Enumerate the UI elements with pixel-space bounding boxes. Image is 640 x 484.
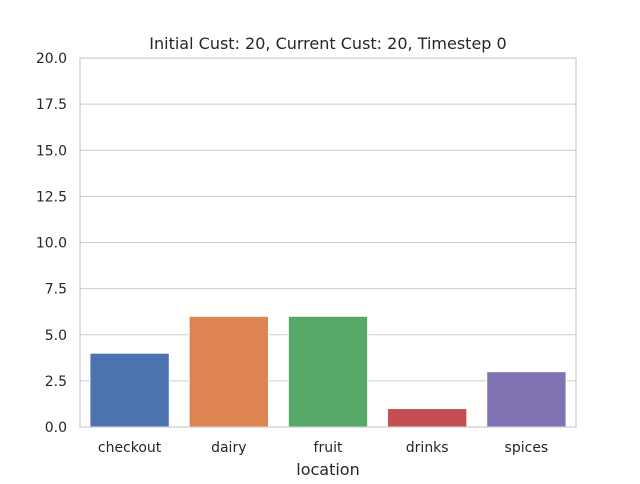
y-tick-label: 15.0: [36, 143, 67, 159]
x-tick-label: fruit: [314, 440, 343, 456]
bar-spices: [486, 371, 567, 428]
y-tick-label: 20.0: [36, 51, 67, 67]
x-tick-label: drinks: [406, 440, 449, 456]
x-axis-label: location: [296, 460, 359, 479]
x-tick-label: checkout: [98, 440, 162, 456]
y-tick-label: 7.5: [45, 282, 67, 298]
bar-fruit: [287, 315, 369, 428]
x-tick-labels: checkout dairy fruit drinks spices: [98, 440, 548, 456]
y-tick-label: 0.0: [45, 420, 67, 436]
chart-title: Initial Cust: 20, Current Cust: 20, Time…: [149, 34, 506, 53]
x-tick-label: spices: [505, 440, 549, 456]
x-tick-label: dairy: [211, 440, 246, 456]
bar-dairy: [188, 315, 269, 428]
bar-checkout: [89, 352, 170, 428]
y-tick-label: 17.5: [36, 97, 67, 113]
bars: [89, 315, 567, 428]
plot-frame: [79, 57, 577, 428]
y-tick-label: 10.0: [36, 236, 67, 252]
y-tick-label: 5.0: [45, 328, 67, 344]
bar-drinks: [387, 408, 468, 428]
y-tick-label: 2.5: [45, 374, 67, 390]
y-tick-labels: 0.0 2.5 5.0 7.5 10.0 12.5 15.0 17.5 20.0: [36, 51, 67, 436]
y-tick-label: 12.5: [36, 189, 67, 205]
